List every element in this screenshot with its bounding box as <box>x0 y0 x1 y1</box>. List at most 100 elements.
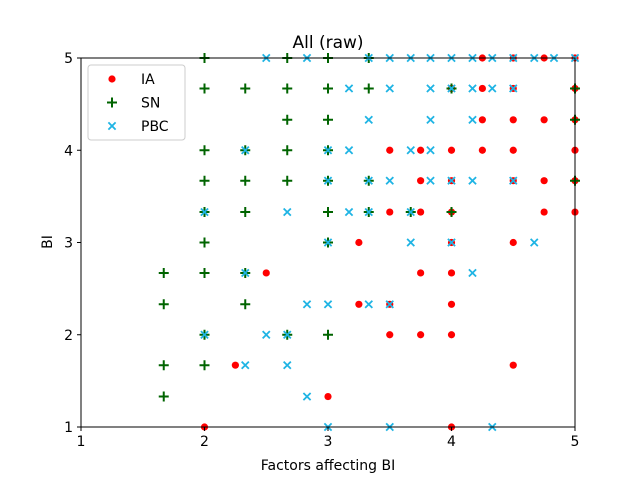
point-ia <box>417 331 425 339</box>
point-pbc <box>364 115 373 125</box>
legend-box <box>87 64 186 141</box>
point-pbc <box>283 207 292 217</box>
point-ia <box>386 208 394 216</box>
point-sn <box>199 237 210 248</box>
point-ia <box>447 331 456 339</box>
x-tick-label: 1 <box>77 434 86 450</box>
point-pbc <box>426 84 435 93</box>
point-pbc <box>385 300 394 309</box>
point-pbc <box>385 84 394 93</box>
legend-marker-sn <box>107 97 117 108</box>
point-ia <box>540 208 548 216</box>
point-ia <box>478 84 486 93</box>
point-pbc <box>364 176 373 185</box>
legend-items: IA SN PBC <box>107 72 169 135</box>
point-ia <box>417 208 425 216</box>
point-pbc <box>323 146 333 155</box>
y-tick-label: 3 <box>64 236 73 252</box>
point-pbc <box>323 238 333 247</box>
point-sn <box>158 391 169 402</box>
point-sn <box>240 175 251 186</box>
point-sn <box>282 175 293 186</box>
point-ia <box>386 331 394 339</box>
legend-marker-ia <box>108 75 116 83</box>
point-ia <box>478 116 486 124</box>
point-ia <box>478 146 486 154</box>
point-pbc <box>468 268 477 278</box>
point-pbc <box>530 238 539 247</box>
point-pbc <box>241 146 250 155</box>
point-sn <box>199 83 210 94</box>
point-sn <box>240 207 251 218</box>
x-tick-label: 3 <box>324 434 333 450</box>
legend-marker-pbc <box>107 121 117 131</box>
point-sn <box>282 145 293 156</box>
x-axis-label: Factors affecting BI <box>261 458 395 474</box>
point-ia <box>447 269 456 277</box>
point-pbc <box>426 176 435 185</box>
point-ia <box>509 238 517 247</box>
point-pbc <box>509 84 518 93</box>
point-sn <box>282 114 293 125</box>
point-sn <box>199 360 210 371</box>
point-sn <box>323 114 333 125</box>
point-pbc <box>283 330 292 339</box>
point-ia <box>509 361 517 369</box>
point-pbc <box>200 207 209 217</box>
x-tick-label: 2 <box>200 434 209 450</box>
legend-label-sn: SN <box>141 96 160 112</box>
point-ia <box>540 116 548 124</box>
point-ia <box>231 361 239 369</box>
point-pbc <box>344 207 354 217</box>
point-sn <box>158 299 169 310</box>
legend-label-ia: IA <box>141 72 155 88</box>
point-pbc <box>468 176 477 185</box>
point-sn <box>158 360 169 371</box>
point-sn <box>282 83 293 94</box>
point-pbc <box>468 115 477 125</box>
point-ia <box>509 116 517 124</box>
chart-title: All (raw) <box>292 33 363 53</box>
point-pbc <box>426 146 435 155</box>
y-tick-label: 4 <box>64 143 73 159</box>
point-pbc <box>241 360 250 370</box>
point-pbc <box>488 84 497 93</box>
point-pbc <box>302 392 312 401</box>
point-ia <box>417 269 425 277</box>
point-pbc <box>283 360 292 370</box>
axis-ticks: 1 2 3 4 5 1 2 3 4 5 <box>64 51 579 450</box>
point-pbc <box>447 84 456 93</box>
point-pbc <box>364 300 373 309</box>
point-pbc <box>323 176 333 185</box>
point-ia <box>324 392 332 401</box>
y-tick-label: 2 <box>64 328 73 344</box>
point-pbc <box>241 268 250 278</box>
plot-area <box>158 53 580 432</box>
point-pbc <box>406 207 415 217</box>
point-ia <box>355 300 363 308</box>
point-sn <box>363 83 374 94</box>
point-ia <box>355 238 363 247</box>
point-sn <box>240 83 251 94</box>
point-pbc <box>468 84 477 93</box>
point-ia <box>540 177 548 185</box>
legend: IA SN PBC <box>87 64 186 141</box>
y-tick-label: 1 <box>64 420 73 436</box>
point-ia <box>447 146 456 154</box>
x-tick-label: 4 <box>447 434 456 450</box>
point-pbc <box>426 115 435 125</box>
point-ia <box>417 177 425 185</box>
legend-label-pbc: PBC <box>141 119 169 135</box>
point-pbc <box>344 84 354 93</box>
point-sn <box>199 145 210 156</box>
point-sn <box>199 175 210 186</box>
point-pbc <box>323 300 333 309</box>
point-pbc <box>262 330 271 339</box>
point-sn <box>240 299 251 310</box>
point-sn <box>446 207 457 218</box>
point-pbc <box>364 207 373 217</box>
point-ia <box>262 269 270 277</box>
point-sn <box>323 207 333 218</box>
point-pbc <box>406 146 415 155</box>
y-axis-label: BI <box>40 235 56 249</box>
